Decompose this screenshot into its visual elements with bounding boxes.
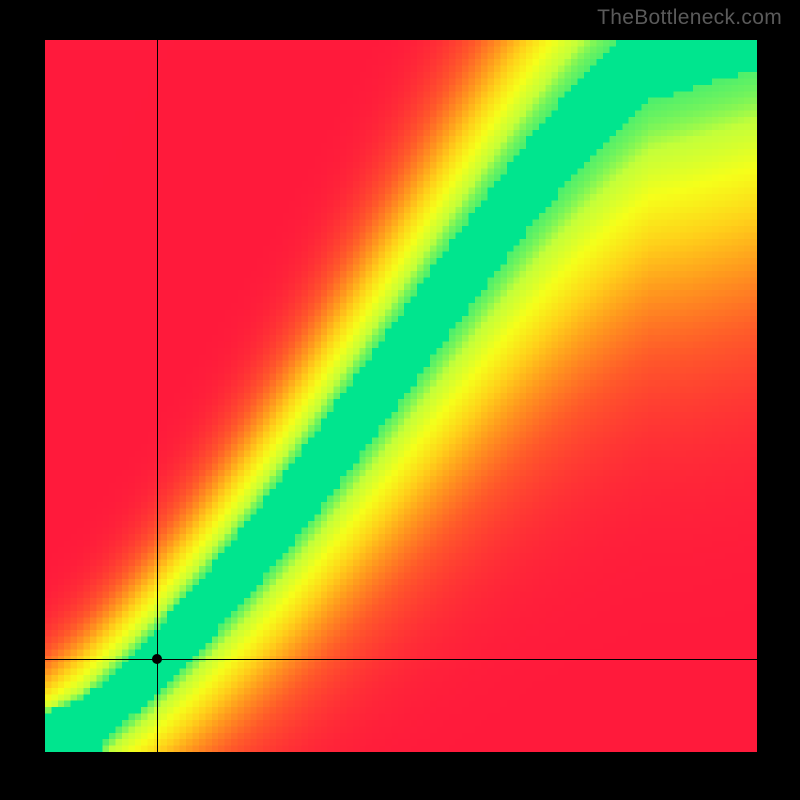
watermark-text: TheBottleneck.com bbox=[597, 6, 782, 30]
heatmap-plot bbox=[45, 40, 757, 752]
crosshair-vertical bbox=[157, 40, 158, 752]
marker-dot bbox=[152, 654, 162, 664]
heatmap-canvas bbox=[45, 40, 757, 752]
